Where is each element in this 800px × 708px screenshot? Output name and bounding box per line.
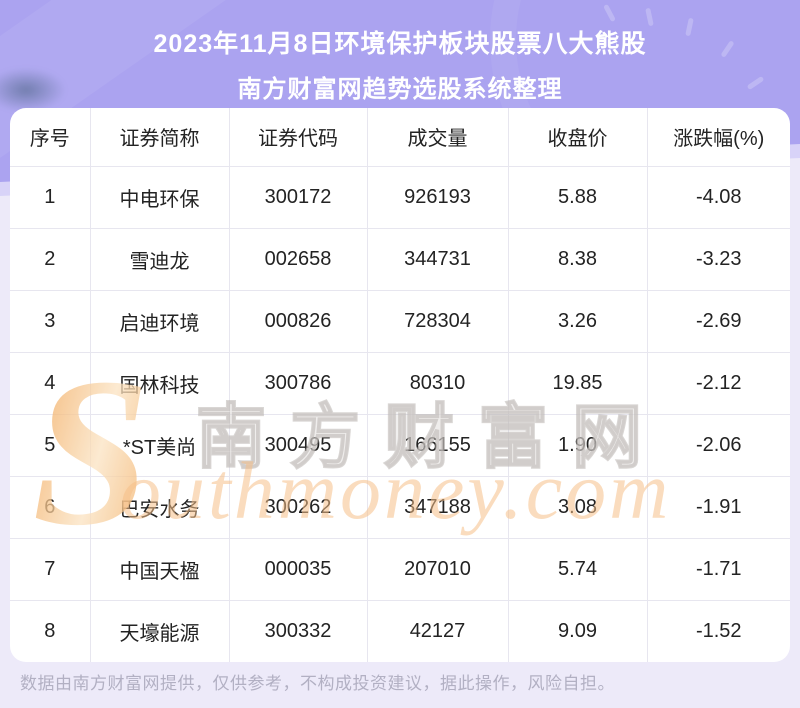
table-cell-stock-name: 启迪环境 <box>90 290 230 353</box>
table-cell-close-price: 9.09 <box>508 600 648 662</box>
stock-table-card: 序号 证券简称 证券代码 成交量 收盘价 涨跌幅(%) <box>10 108 790 662</box>
table-cell-index: 5 <box>10 414 91 477</box>
table-header: 序号 证券简称 证券代码 成交量 收盘价 涨跌幅(%) <box>10 108 790 167</box>
table-cell-stock-name: 国林科技 <box>90 352 230 415</box>
table-cell-index: 6 <box>10 476 91 539</box>
table-header-row: 序号 证券简称 证券代码 成交量 收盘价 涨跌幅(%) <box>10 108 790 167</box>
table-cell-change-pct: -1.52 <box>695 619 742 642</box>
table-cell-change-pct: -2.12 <box>647 352 790 415</box>
footer-disclaimer: 数据由南方财富网提供，仅供参考，不构成投资建议，据此操作，风险自担。 <box>20 674 615 693</box>
table-cell-volume: 347188 <box>367 476 509 539</box>
table-cell-close-price: 3.26 <box>508 290 648 353</box>
column-header: 收盘价 <box>508 108 648 167</box>
table-cell-close-price: 1.90 <box>508 414 648 477</box>
table-cell-index: 8 <box>10 600 91 662</box>
table-cell-close-price: 3.08 <box>508 476 648 539</box>
table-row: 7 中国天楹 000035 207010 5.74 -1.71 <box>10 538 790 601</box>
table-cell-change-pct: -1.91 <box>647 476 790 539</box>
table-cell-change-pct: -2.06 <box>647 414 790 477</box>
table-cell-index: 1 <box>10 166 91 229</box>
column-header: 涨跌幅(%) <box>647 108 790 167</box>
table-cell-stock-name: 中国天楹 <box>90 538 230 601</box>
table-cell-index: 7 <box>10 538 91 601</box>
table-cell-volume: 166155 <box>367 414 509 477</box>
table-row: 2 雪迪龙 002658 344731 8.38 -3.23 <box>10 228 790 291</box>
table-cell-stock-code: 300332 <box>229 600 368 662</box>
table-cell-stock-code: 000035 <box>229 538 368 601</box>
table-cell-stock-code: 300262 <box>229 476 368 539</box>
table-cell-change-pct: -2.69 <box>647 290 790 353</box>
main-title-line1: 2023年11月8日环境保护板块股票八大熊股 <box>153 30 647 58</box>
table-cell-change-pct: -1.71 <box>647 538 790 601</box>
table-row: 6 巴安水务 300262 347188 3.08 -1.91 <box>10 476 790 539</box>
table-cell-close-price: 5.88 <box>508 166 648 229</box>
table-cell-volume: 728304 <box>367 290 509 353</box>
header-titles: 2023年11月8日环境保护板块股票八大熊股 南方财富网趋势选股系统整理 <box>0 0 800 104</box>
column-header: 成交量 <box>367 108 509 167</box>
column-header: 证券代码 <box>229 108 368 167</box>
table-cell-volume: 344731 <box>367 228 509 291</box>
table-cell-close-price: 19.85 <box>508 352 648 415</box>
table-row: 1 中电环保 300172 926193 5.88 -4.08 <box>10 166 790 229</box>
table-cell-stock-code: 002658 <box>229 228 368 291</box>
table-cell-stock-code: 300495 <box>229 414 368 477</box>
table-cell-stock-code: 300172 <box>229 166 368 229</box>
table-cell-close-price: 5.74 <box>508 538 648 601</box>
table-cell-change-pct: -4.08 <box>647 166 790 229</box>
table-cell-volume: 207010 <box>367 538 509 601</box>
header-banner: 2023年11月8日环境保护板块股票八大熊股 南方财富网趋势选股系统整理 <box>0 0 800 168</box>
table-cell-index: 4 <box>10 352 91 415</box>
table-cell-close-price: 8.38 <box>508 228 648 291</box>
table-cell-change-pct: -3.23 <box>647 228 790 291</box>
table-row: 4 国林科技 300786 80310 19.85 -2.12 <box>10 352 790 415</box>
table-cell-volume: 42127 <box>367 600 509 662</box>
column-header: 证券简称 <box>90 108 230 167</box>
table-body: 1 中电环保 300172 926193 5.88 -4.08 2 雪迪龙 00… <box>10 166 790 662</box>
table-cell-stock-code: 000826 <box>229 290 368 353</box>
table-row: 5 *ST美尚 300495 166155 1.90 -2.06 <box>10 414 790 477</box>
main-title-line2: 南方财富网趋势选股系统整理 <box>237 76 563 103</box>
table-row: 3 启迪环境 000826 728304 3.26 -2.69 <box>10 290 790 353</box>
table-cell-volume: 926193 <box>367 166 509 229</box>
table-cell-volume: 80310 <box>367 352 509 415</box>
column-header: 序号 <box>10 108 91 167</box>
table-cell-stock-code: 300786 <box>229 352 368 415</box>
table-cell-index: 3 <box>10 290 91 353</box>
stock-table: 序号 证券简称 证券代码 成交量 收盘价 涨跌幅(%) <box>10 108 790 662</box>
table-cell-stock-name: 雪迪龙 <box>90 228 230 291</box>
table-cell-stock-name: 巴安水务 <box>90 476 230 539</box>
table-cell-stock-name: *ST美尚 <box>90 414 230 477</box>
table-cell-stock-name: 中电环保 <box>90 166 230 229</box>
table-cell-index: 2 <box>10 228 91 291</box>
table-row: 8 天壕能源 300332 42127 9.09 -1.52 <box>10 600 790 662</box>
header-blob-decoration <box>0 68 66 112</box>
table-cell-stock-name: 天壕能源 <box>90 600 230 662</box>
